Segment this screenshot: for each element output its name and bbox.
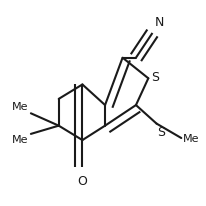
Text: Me: Me [12, 102, 29, 112]
Text: S: S [151, 71, 159, 84]
Text: Me: Me [183, 134, 200, 144]
Text: O: O [77, 175, 87, 188]
Text: Me: Me [12, 135, 29, 145]
Text: S: S [158, 126, 166, 139]
Text: N: N [154, 16, 164, 29]
